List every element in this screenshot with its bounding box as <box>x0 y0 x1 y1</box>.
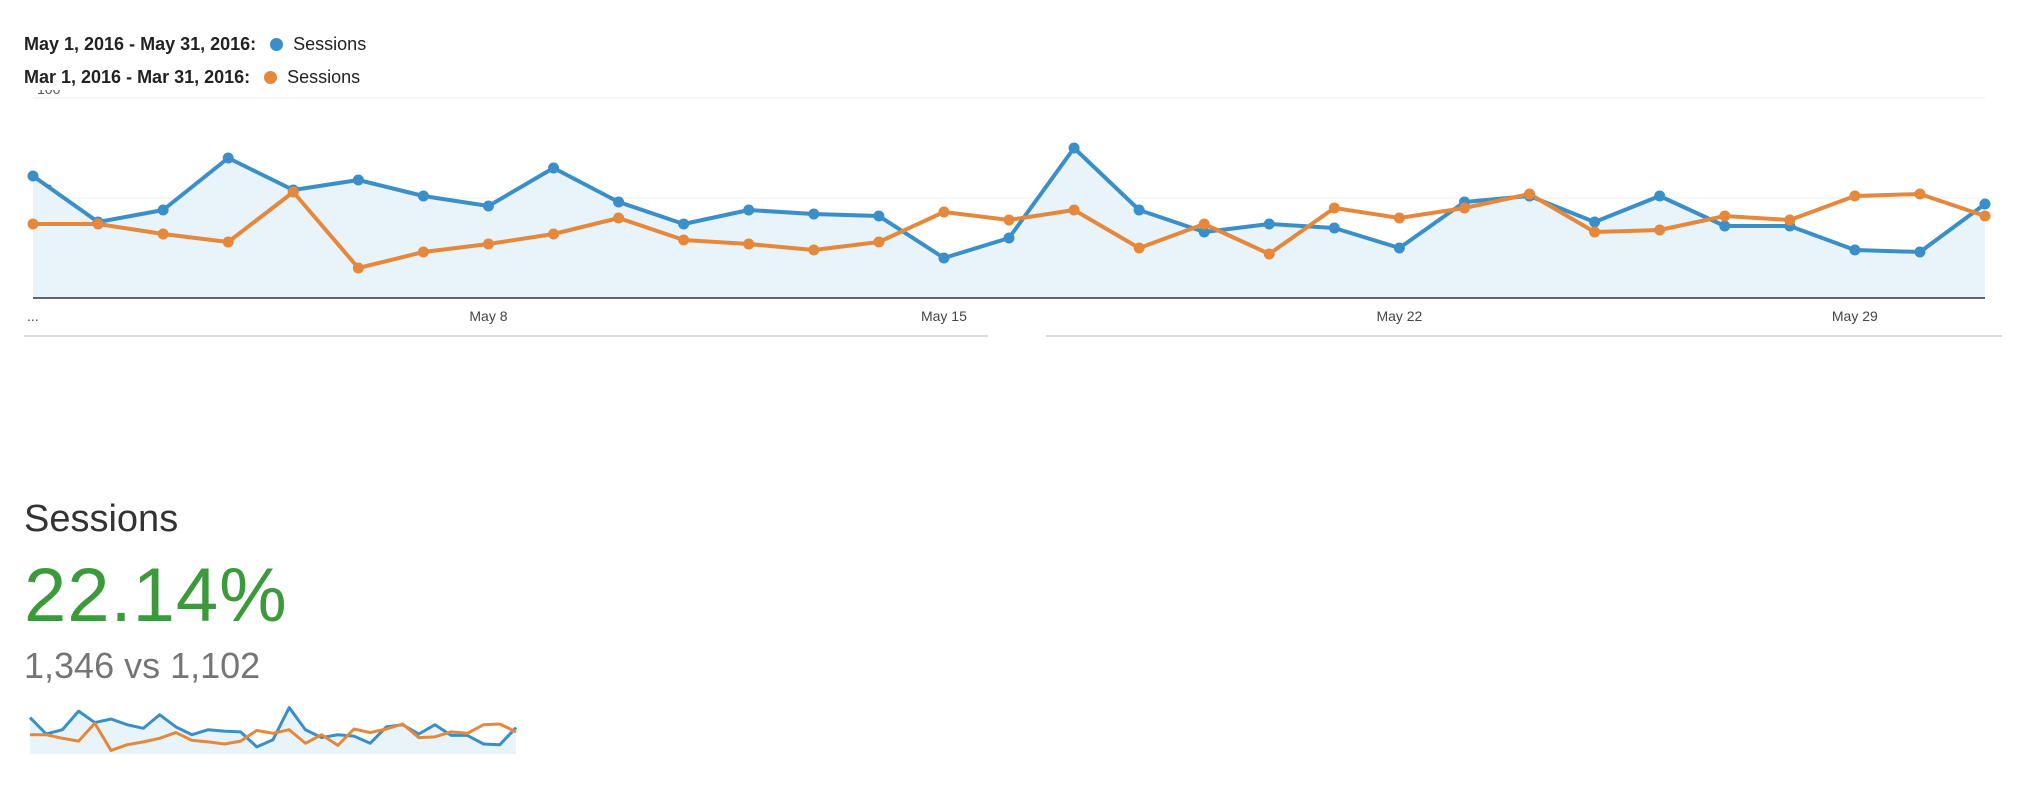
data-point-current[interactable] <box>27 170 39 182</box>
data-point-previous[interactable] <box>808 244 820 256</box>
data-point-previous[interactable] <box>1133 242 1145 254</box>
data-point-previous[interactable] <box>613 212 625 224</box>
data-point-current[interactable] <box>1589 216 1601 228</box>
data-point-previous[interactable] <box>873 236 885 248</box>
data-point-previous[interactable] <box>1198 218 1210 230</box>
data-point-current[interactable] <box>1719 220 1731 232</box>
x-tick-label: May 15 <box>921 308 967 324</box>
data-point-previous[interactable] <box>1328 202 1340 214</box>
data-point-current[interactable] <box>1263 218 1275 230</box>
legend-range-current: May 1, 2016 - May 31, 2016: <box>24 34 257 54</box>
summary-title: Sessions <box>24 498 179 540</box>
data-point-current[interactable] <box>808 208 820 220</box>
legend-series-previous: Sessions <box>287 67 361 87</box>
data-point-current[interactable] <box>1849 244 1861 256</box>
summary-comparison: 1,346 vs 1,102 <box>24 645 261 686</box>
data-point-previous[interactable] <box>1849 190 1861 202</box>
data-point-previous[interactable] <box>1068 204 1080 216</box>
data-point-previous[interactable] <box>1719 210 1731 222</box>
legend-range-previous: Mar 1, 2016 - Mar 31, 2016: <box>24 67 251 87</box>
data-point-current[interactable] <box>222 152 234 164</box>
spark-area-current <box>30 707 516 754</box>
data-point-current[interactable] <box>1979 198 1991 210</box>
data-point-previous[interactable] <box>678 234 690 246</box>
data-point-previous[interactable] <box>157 228 169 240</box>
data-point-previous[interactable] <box>1263 248 1275 260</box>
data-point-previous[interactable] <box>92 218 104 230</box>
data-point-previous[interactable] <box>1589 226 1601 238</box>
data-point-current[interactable] <box>1003 232 1015 244</box>
data-point-previous[interactable] <box>548 228 560 240</box>
data-point-previous[interactable] <box>1458 202 1470 214</box>
data-point-current[interactable] <box>417 190 429 202</box>
data-point-current[interactable] <box>157 204 169 216</box>
spark-line-previous <box>30 721 517 752</box>
data-point-current[interactable] <box>938 252 950 264</box>
data-point-previous[interactable] <box>1979 210 1991 222</box>
summary-percent-change: 22.14% <box>24 553 288 638</box>
data-point-previous[interactable] <box>352 262 364 274</box>
data-point-previous[interactable] <box>417 246 429 258</box>
sessions-sparkline <box>28 706 518 754</box>
data-point-previous[interactable] <box>743 238 755 250</box>
legend-series-current: Sessions <box>293 34 367 54</box>
data-point-previous[interactable] <box>1524 188 1536 200</box>
data-point-current[interactable] <box>1068 142 1080 154</box>
data-point-previous[interactable] <box>1784 214 1796 226</box>
data-point-current[interactable] <box>1328 222 1340 234</box>
x-tick-label: ... <box>27 308 39 324</box>
data-point-current[interactable] <box>352 174 364 186</box>
data-point-current[interactable] <box>548 162 560 174</box>
legend-row-previous[interactable]: Mar 1, 2016 - Mar 31, 2016: Sessions <box>24 61 366 94</box>
data-point-current[interactable] <box>678 218 690 230</box>
series-area-current <box>33 148 1985 298</box>
legend-dot-current-icon <box>270 38 284 51</box>
data-point-previous[interactable] <box>1654 224 1666 236</box>
data-point-previous[interactable] <box>27 218 39 230</box>
data-point-current[interactable] <box>1393 242 1405 254</box>
legend-row-current[interactable]: May 1, 2016 - May 31, 2016: Sessions <box>24 28 366 61</box>
data-point-current[interactable] <box>873 210 885 222</box>
chart-legend: May 1, 2016 - May 31, 2016: Sessions Mar… <box>24 28 366 94</box>
data-point-current[interactable] <box>1914 246 1926 258</box>
data-point-previous[interactable] <box>1003 214 1015 226</box>
data-point-previous[interactable] <box>938 206 950 218</box>
x-tick-label: May 29 <box>1832 308 1878 324</box>
data-point-current[interactable] <box>1133 204 1145 216</box>
data-point-previous[interactable] <box>222 236 234 248</box>
data-point-current[interactable] <box>743 204 755 216</box>
data-point-current[interactable] <box>482 200 494 212</box>
data-point-current[interactable] <box>1654 190 1666 202</box>
spark-line-current <box>28 706 518 749</box>
x-tick-label: May 22 <box>1376 308 1422 324</box>
data-point-current[interactable] <box>1198 226 1210 238</box>
data-point-previous[interactable] <box>1393 212 1405 224</box>
data-point-previous[interactable] <box>1914 188 1926 200</box>
y-tick-label: 100 <box>37 90 61 97</box>
data-point-previous[interactable] <box>482 238 494 250</box>
data-point-current[interactable] <box>613 196 625 208</box>
legend-dot-previous-icon <box>264 71 278 84</box>
data-point-previous[interactable] <box>287 186 299 198</box>
sessions-summary: Sessions 22.14% 1,346 vs 1,102 <box>24 500 288 684</box>
x-tick-label: May 8 <box>469 308 507 324</box>
